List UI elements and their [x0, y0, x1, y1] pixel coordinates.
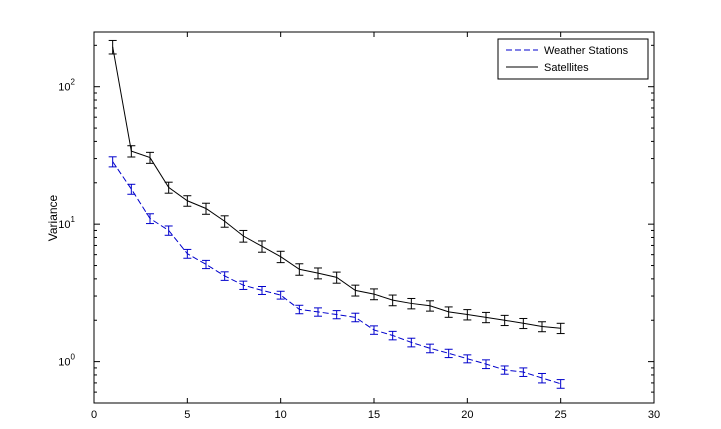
- series-line: [112, 46, 561, 329]
- y-axis-label: Variance: [46, 194, 60, 241]
- series-0: [108, 156, 565, 389]
- x-tick-label: 30: [648, 409, 660, 421]
- legend-label-1: Satellites: [544, 62, 589, 74]
- x-tick-label: 10: [275, 409, 287, 421]
- legend: Weather Stations Satellites: [497, 38, 649, 80]
- x-tick-label: 15: [368, 409, 380, 421]
- x-tick-label: 0: [91, 409, 97, 421]
- legend-label-0: Weather Stations: [544, 45, 629, 57]
- plot-frame: [93, 31, 655, 404]
- y-tick-label: 100: [58, 353, 75, 369]
- axes: 0 5 10 15 20 25 30 100 101 102: [58, 31, 660, 421]
- x-tick-label: 5: [184, 409, 190, 421]
- y-tick-label: 102: [58, 78, 75, 94]
- legend-box: [497, 38, 649, 80]
- series-1: [108, 39, 565, 335]
- y-tick-label: 101: [58, 215, 75, 231]
- x-tick-label: 20: [461, 409, 473, 421]
- x-tick-label: 25: [555, 409, 567, 421]
- plot-area: [108, 39, 565, 389]
